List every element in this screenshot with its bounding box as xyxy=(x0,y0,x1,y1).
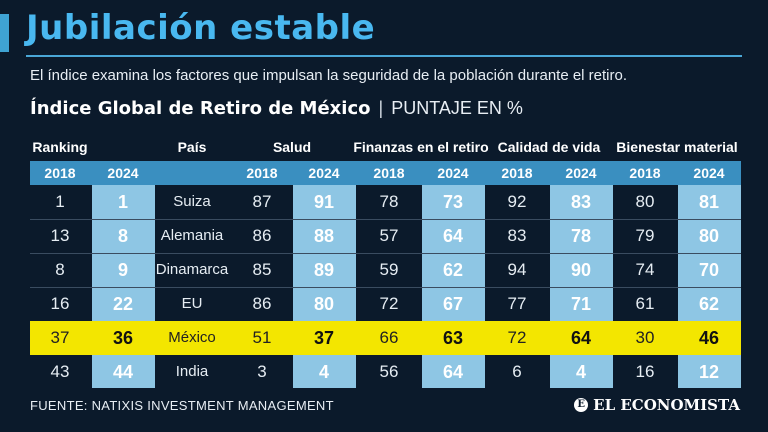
table-cell-bien2018: 61 xyxy=(635,294,655,313)
table-cell-rank2018: 16 xyxy=(50,294,70,313)
table-cell-cal2018: 92 xyxy=(507,192,527,211)
logo-text: EL ECONOMISTA xyxy=(593,396,740,414)
page-title: Jubilación estable xyxy=(26,8,376,48)
table-cell-cal2024: 90 xyxy=(570,260,592,280)
table-cell-cal2024: 4 xyxy=(575,362,587,382)
year-label: 2018 xyxy=(629,165,661,181)
table-cell-rank2024: 8 xyxy=(117,226,129,246)
row-separator xyxy=(30,287,741,288)
table-title-text: Índice Global de Retiro de México xyxy=(30,98,371,119)
header-calidad: Calidad de vida xyxy=(497,139,601,155)
table-cell-bien2024: 46 xyxy=(698,328,720,348)
table-unit: PUNTAJE EN % xyxy=(391,98,523,118)
year-label: 2024 xyxy=(308,165,340,181)
table-cell-rank2018: 8 xyxy=(55,260,65,279)
table-cell-salud2018: 86 xyxy=(252,294,272,313)
table-cell-fin2024: 73 xyxy=(442,192,464,212)
table-cell-cal2018: 94 xyxy=(507,260,527,279)
table-cell-rank2024: 36 xyxy=(112,328,134,348)
table-cell-rank2024: 44 xyxy=(112,362,134,382)
table-cell-cal2024: 71 xyxy=(570,294,592,314)
subtitle: El índice examina los factores que impul… xyxy=(30,67,628,84)
year-label: 2018 xyxy=(373,165,405,181)
row-separator xyxy=(30,219,741,220)
title-accent-bar xyxy=(0,14,9,52)
table-cell-fin2018: 56 xyxy=(379,362,399,381)
table-cell-rank2018: 43 xyxy=(50,362,70,381)
table-cell-bien2024: 70 xyxy=(698,260,720,280)
table-cell-bien2018: 16 xyxy=(635,362,655,381)
table-cell-bien2018: 79 xyxy=(635,226,655,245)
table-cell-country: México xyxy=(168,329,216,346)
table-title: Índice Global de Retiro de México | PUNTAJ… xyxy=(30,98,523,119)
header-bienestar: Bienestar material xyxy=(616,139,738,155)
table-cell-fin2018: 57 xyxy=(379,226,399,245)
table-cell-salud2018: 86 xyxy=(252,226,272,245)
table-cell-country: Alemania xyxy=(160,227,224,244)
table-cell-fin2018: 66 xyxy=(379,328,399,347)
table-cell-bien2018: 30 xyxy=(635,328,655,347)
table-cell-bien2024: 12 xyxy=(698,362,720,382)
table-cell-cal2024: 78 xyxy=(570,226,592,246)
table-cell-cal2024: 64 xyxy=(570,328,592,348)
table-cell-salud2024: 4 xyxy=(318,362,330,382)
table-cell-fin2018: 72 xyxy=(379,294,399,313)
table-cell-rank2018: 1 xyxy=(55,192,65,211)
table-cell-rank2018: 13 xyxy=(50,226,70,245)
source-note: FUENTE: NATIXIS INVESTMENT MANAGEMENT xyxy=(30,398,334,413)
table-cell-country: EU xyxy=(181,295,203,312)
year-label: 2018 xyxy=(246,165,278,181)
table-cell-cal2024: 83 xyxy=(570,192,592,212)
table-cell-salud2024: 89 xyxy=(313,260,335,280)
table-title-separator: | xyxy=(378,98,384,118)
table-cell-rank2024: 9 xyxy=(117,260,129,280)
table-cell-bien2024: 80 xyxy=(698,226,720,246)
table-cell-fin2024: 64 xyxy=(442,226,464,246)
table-cell-fin2018: 59 xyxy=(379,260,399,279)
year-label: 2018 xyxy=(44,165,76,181)
title-divider xyxy=(26,55,742,57)
header-ranking: Ranking xyxy=(32,139,88,155)
table-cell-salud2024: 91 xyxy=(313,192,335,212)
table-cell-country: India xyxy=(175,363,209,380)
table-cell-cal2018: 6 xyxy=(512,362,522,381)
table-cell-rank2024: 1 xyxy=(117,192,129,212)
table-cell-country: Dinamarca xyxy=(155,261,229,278)
table-cell-salud2018: 85 xyxy=(252,260,272,279)
table-cell-fin2024: 62 xyxy=(442,260,464,280)
table-cell-salud2018: 51 xyxy=(252,328,272,347)
table-cell-salud2024: 88 xyxy=(313,226,335,246)
table-cell-bien2018: 74 xyxy=(635,260,655,279)
year-label: 2024 xyxy=(107,165,139,181)
header-salud: Salud xyxy=(272,139,312,155)
table-cell-bien2024: 81 xyxy=(698,192,720,212)
year-header-band xyxy=(30,161,741,185)
logo-mark-icon: E xyxy=(574,398,589,412)
table-cell-fin2024: 63 xyxy=(442,328,464,348)
year-label: 2024 xyxy=(437,165,469,181)
header-finanzas: Finanzas en el retiro xyxy=(353,139,489,155)
year-label: 2024 xyxy=(693,165,725,181)
table-cell-cal2018: 72 xyxy=(507,328,527,347)
highlight-row-bg xyxy=(30,321,741,355)
table-cell-cal2018: 83 xyxy=(507,226,527,245)
table-cell-fin2018: 78 xyxy=(379,192,399,211)
row-separator xyxy=(30,253,741,254)
table-cell-fin2024: 64 xyxy=(442,362,464,382)
table-cell-fin2024: 67 xyxy=(442,294,464,314)
year-label: 2018 xyxy=(501,165,533,181)
table-cell-salud2024: 80 xyxy=(313,294,335,314)
table-cell-salud2018: 3 xyxy=(257,362,267,381)
publisher-logo: E EL ECONOMISTA xyxy=(574,396,740,414)
table-cell-salud2018: 87 xyxy=(252,192,272,211)
table-cell-bien2024: 62 xyxy=(698,294,720,314)
table-cell-bien2018: 80 xyxy=(635,192,655,211)
table-cell-salud2024: 37 xyxy=(313,328,335,348)
table-cell-country: Suiza xyxy=(173,193,211,210)
year-label: 2024 xyxy=(565,165,597,181)
table-cell-rank2024: 22 xyxy=(112,294,134,314)
table-cell-cal2018: 77 xyxy=(507,294,527,313)
table-cell-rank2018: 37 xyxy=(50,328,70,347)
header-pais: País xyxy=(177,139,207,155)
